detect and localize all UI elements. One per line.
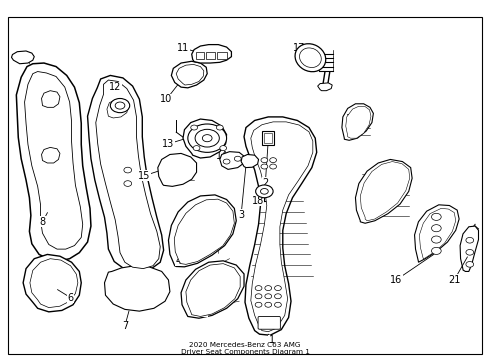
Ellipse shape <box>124 181 132 186</box>
Text: 10: 10 <box>160 94 172 104</box>
Text: 2: 2 <box>262 178 269 188</box>
Ellipse shape <box>188 124 226 152</box>
Ellipse shape <box>223 159 230 164</box>
Ellipse shape <box>274 294 281 299</box>
Ellipse shape <box>274 285 281 291</box>
Ellipse shape <box>270 164 276 169</box>
Ellipse shape <box>261 164 268 169</box>
Ellipse shape <box>191 125 197 130</box>
Polygon shape <box>241 154 259 168</box>
Ellipse shape <box>255 302 262 307</box>
Polygon shape <box>355 159 412 223</box>
Polygon shape <box>183 119 226 158</box>
Ellipse shape <box>234 156 241 161</box>
Ellipse shape <box>466 238 474 243</box>
Ellipse shape <box>193 145 200 150</box>
Text: 7: 7 <box>122 321 128 331</box>
Text: 18: 18 <box>251 195 264 206</box>
Polygon shape <box>104 266 170 311</box>
Polygon shape <box>96 80 160 269</box>
Ellipse shape <box>265 285 271 291</box>
Ellipse shape <box>255 294 262 299</box>
Polygon shape <box>107 99 129 118</box>
Polygon shape <box>24 72 83 249</box>
Ellipse shape <box>261 189 268 194</box>
Polygon shape <box>244 117 317 335</box>
Polygon shape <box>42 91 60 107</box>
Ellipse shape <box>202 135 212 142</box>
Polygon shape <box>172 61 207 88</box>
Ellipse shape <box>256 185 273 198</box>
Polygon shape <box>196 52 204 59</box>
Polygon shape <box>158 153 196 186</box>
Polygon shape <box>42 147 60 163</box>
Polygon shape <box>342 104 373 140</box>
Text: 8: 8 <box>39 217 46 227</box>
Text: 15: 15 <box>138 171 150 181</box>
Text: 14: 14 <box>216 151 228 161</box>
Ellipse shape <box>299 48 321 68</box>
Text: 20: 20 <box>365 199 377 209</box>
Ellipse shape <box>466 261 474 267</box>
Ellipse shape <box>466 249 474 255</box>
Ellipse shape <box>110 99 130 113</box>
Text: 4: 4 <box>175 256 181 266</box>
Polygon shape <box>218 52 226 59</box>
Polygon shape <box>419 208 456 259</box>
Ellipse shape <box>432 225 441 232</box>
Ellipse shape <box>432 247 441 255</box>
Text: 12: 12 <box>109 82 122 92</box>
Ellipse shape <box>195 129 220 147</box>
Ellipse shape <box>295 44 326 72</box>
Text: 2020 Mercedes-Benz C63 AMG
Driver Seat Components Diagram 1: 2020 Mercedes-Benz C63 AMG Driver Seat C… <box>180 342 310 355</box>
Ellipse shape <box>115 102 125 109</box>
Polygon shape <box>88 76 164 271</box>
Polygon shape <box>181 261 244 318</box>
Ellipse shape <box>124 167 132 173</box>
Ellipse shape <box>265 302 271 307</box>
Text: 3: 3 <box>238 210 244 220</box>
Ellipse shape <box>432 213 441 220</box>
Ellipse shape <box>432 236 441 243</box>
Ellipse shape <box>261 158 268 163</box>
Polygon shape <box>11 51 34 64</box>
Polygon shape <box>220 152 245 169</box>
Polygon shape <box>360 162 410 221</box>
Ellipse shape <box>274 302 281 307</box>
Polygon shape <box>318 83 332 91</box>
Polygon shape <box>265 133 271 143</box>
Polygon shape <box>174 199 234 264</box>
Polygon shape <box>30 259 78 307</box>
Polygon shape <box>415 205 459 262</box>
Polygon shape <box>176 64 204 85</box>
Text: 13: 13 <box>162 139 174 149</box>
FancyBboxPatch shape <box>258 316 280 329</box>
Ellipse shape <box>265 294 271 299</box>
Polygon shape <box>251 122 313 332</box>
Text: 16: 16 <box>390 275 402 285</box>
Text: 6: 6 <box>68 293 74 303</box>
Polygon shape <box>346 106 371 138</box>
Ellipse shape <box>255 285 262 291</box>
Text: 21: 21 <box>448 275 461 285</box>
Ellipse shape <box>270 158 276 163</box>
Text: 1: 1 <box>269 335 275 345</box>
Ellipse shape <box>217 125 223 130</box>
Polygon shape <box>169 195 236 267</box>
Text: 11: 11 <box>177 43 189 53</box>
Text: 5: 5 <box>201 307 207 317</box>
Polygon shape <box>460 226 479 271</box>
Polygon shape <box>192 45 231 63</box>
Polygon shape <box>262 131 274 145</box>
Polygon shape <box>16 63 91 261</box>
Text: 19: 19 <box>346 114 359 124</box>
Text: 9: 9 <box>19 51 25 62</box>
Polygon shape <box>23 255 81 312</box>
Polygon shape <box>186 264 240 316</box>
Ellipse shape <box>220 145 226 150</box>
Polygon shape <box>206 52 215 59</box>
Text: 17: 17 <box>293 43 305 53</box>
